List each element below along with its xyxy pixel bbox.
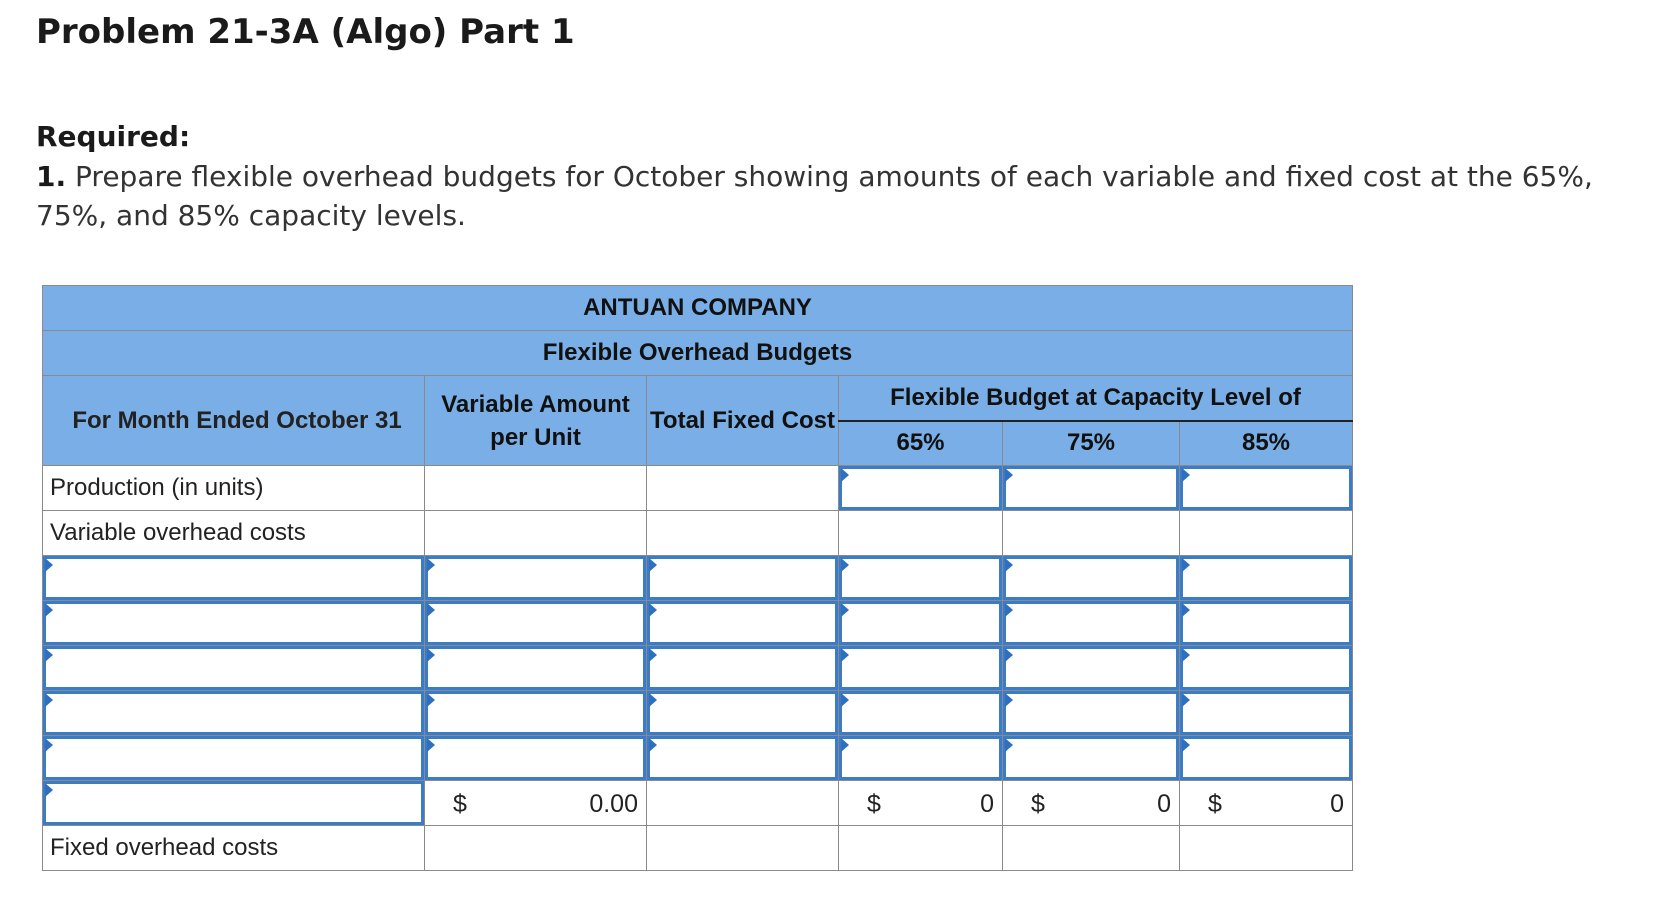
budget-title: Flexible Overhead Budgets <box>41 330 1354 376</box>
level-65-input[interactable] <box>839 736 1002 780</box>
level-65-header: 65% <box>838 420 1003 466</box>
period-header: For Month Ended October 31 <box>42 375 425 466</box>
dollar-sign: $ <box>453 790 467 818</box>
problem-title: Problem 21-3A (Algo) Part 1 <box>36 12 575 52</box>
level-85-input[interactable] <box>1180 646 1353 690</box>
variable-costs-heading-row: Variable overhead costs <box>42 510 1354 556</box>
blank-cell <box>424 825 647 871</box>
required-text: Prepare flexible overhead budgets for Oc… <box>36 160 1593 232</box>
level-75-header: 75% <box>1002 420 1180 466</box>
blank-cell <box>646 780 839 826</box>
cost-name-input[interactable] <box>43 601 424 645</box>
required-number: 1. <box>36 160 67 193</box>
dollar-sign: $ <box>1208 790 1222 818</box>
required-label: Required: <box>36 120 191 153</box>
blank-cell <box>838 825 1003 871</box>
level-75-input[interactable] <box>1003 691 1179 735</box>
fixed-cost-input[interactable] <box>647 601 838 645</box>
cost-name-input[interactable] <box>43 736 424 780</box>
fixed-cost-input[interactable] <box>647 556 838 600</box>
variable-per-unit-input[interactable] <box>425 556 646 600</box>
variable-cost-row <box>42 690 1354 736</box>
total-fixed-header: Total Fixed Cost <box>646 375 839 466</box>
variable-total-value: 0.00 <box>589 790 638 818</box>
total-65-value: 0 <box>980 790 994 818</box>
dollar-sign: $ <box>1031 790 1045 818</box>
cost-name-input[interactable] <box>43 556 424 600</box>
required-instructions: 1. Prepare flexible overhead budgets for… <box>36 157 1666 235</box>
level-75-input[interactable] <box>1003 646 1179 690</box>
variable-costs-label: Variable overhead costs <box>42 510 425 556</box>
total-75-value: 0 <box>1157 790 1171 818</box>
level-85-input[interactable] <box>1180 601 1353 645</box>
production-75-input[interactable] <box>1003 466 1179 510</box>
fixed-cost-input[interactable] <box>647 736 838 780</box>
variable-cost-row <box>42 645 1354 691</box>
flexible-budget-table: ANTUAN COMPANY Flexible Overhead Budgets… <box>41 285 1354 871</box>
total-label-input[interactable] <box>43 781 424 825</box>
production-85-input[interactable] <box>1180 466 1353 510</box>
variable-total-cell: $ 0.00 <box>424 780 647 826</box>
level-65-input[interactable] <box>839 691 1002 735</box>
variable-per-unit-input[interactable] <box>425 736 646 780</box>
blank-cell <box>424 465 647 511</box>
variable-per-unit-input[interactable] <box>425 691 646 735</box>
fixed-cost-input[interactable] <box>647 646 838 690</box>
level-75-input[interactable] <box>1003 736 1179 780</box>
variable-amount-header: Variable Amount per Unit <box>424 375 647 466</box>
blank-cell <box>646 825 839 871</box>
production-label: Production (in units) <box>42 465 425 511</box>
company-name: ANTUAN COMPANY <box>41 285 1354 331</box>
variable-cost-row <box>42 600 1354 646</box>
total-85-value: 0 <box>1330 790 1345 818</box>
fixed-costs-label: Fixed overhead costs <box>42 825 425 871</box>
blank-cell <box>1178 825 1354 871</box>
blank-cell <box>646 465 839 511</box>
variable-cost-row <box>42 735 1354 781</box>
variable-per-unit-input[interactable] <box>425 601 646 645</box>
level-75-input[interactable] <box>1003 601 1179 645</box>
total-75-cell: $ 0 <box>1002 780 1180 826</box>
level-65-input[interactable] <box>839 646 1002 690</box>
dollar-sign: $ <box>867 790 881 818</box>
blank-cell <box>1002 510 1180 556</box>
level-85-input[interactable] <box>1180 736 1353 780</box>
variable-cost-row <box>42 555 1354 601</box>
level-65-input[interactable] <box>839 556 1002 600</box>
production-65-input[interactable] <box>839 466 1002 510</box>
total-85-cell: $ 0 <box>1178 780 1354 826</box>
blank-cell <box>1178 510 1354 556</box>
fixed-costs-heading-row: Fixed overhead costs <box>42 825 1354 871</box>
blank-cell <box>838 510 1003 556</box>
level-85-input[interactable] <box>1180 691 1353 735</box>
production-row: Production (in units) <box>42 465 1354 511</box>
total-65-cell: $ 0 <box>838 780 1003 826</box>
variable-per-unit-input[interactable] <box>425 646 646 690</box>
level-85-input[interactable] <box>1180 556 1353 600</box>
cost-name-input[interactable] <box>43 646 424 690</box>
blank-cell <box>646 510 839 556</box>
blank-cell <box>1002 825 1180 871</box>
level-85-header: 85% <box>1178 420 1354 466</box>
cost-name-input[interactable] <box>43 691 424 735</box>
fixed-cost-input[interactable] <box>647 691 838 735</box>
variable-total-row: $ 0.00 $ 0 $ 0 $ 0 <box>42 780 1354 826</box>
level-75-input[interactable] <box>1003 556 1179 600</box>
blank-cell <box>424 510 647 556</box>
level-65-input[interactable] <box>839 601 1002 645</box>
flexible-budget-header: Flexible Budget at Capacity Level of <box>837 375 1354 422</box>
